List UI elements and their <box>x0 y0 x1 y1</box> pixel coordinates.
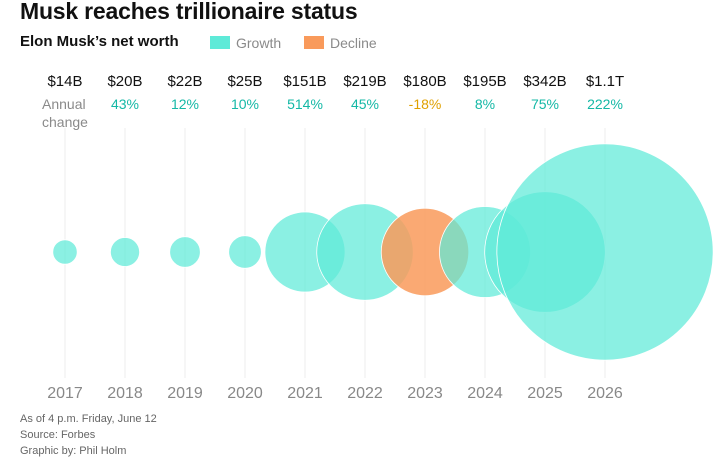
bubble-2019 <box>169 236 201 268</box>
annual-change-2023: -18% <box>409 96 442 112</box>
value-label-2023: $180B <box>403 73 446 90</box>
footer-source: Source: Forbes <box>20 429 96 441</box>
year-label-2023: 2023 <box>407 385 443 402</box>
year-label-2019: 2019 <box>167 385 203 402</box>
annual-change-2021: 514% <box>287 96 323 112</box>
year-label-2017: 2017 <box>47 385 83 402</box>
year-label-2024: 2024 <box>467 385 503 402</box>
annual-change-label-line1: Annual <box>42 96 86 112</box>
value-label-2020: $25B <box>227 73 262 90</box>
bubbles <box>52 143 714 361</box>
annual-change-2020: 10% <box>231 96 259 112</box>
value-label-2025: $342B <box>523 73 566 90</box>
bubble-2018 <box>110 237 140 267</box>
value-label-2019: $22B <box>167 73 202 90</box>
annual-change-2018: 43% <box>111 96 139 112</box>
year-label-2022: 2022 <box>347 385 383 402</box>
annual-change-2026: 222% <box>587 96 623 112</box>
value-label-2026: $1.1T <box>586 73 624 90</box>
year-label-2025: 2025 <box>527 385 563 402</box>
legend-swatch-growth <box>210 36 230 49</box>
page-title: Musk reaches trillionaire status <box>20 0 358 24</box>
year-label-2026: 2026 <box>587 385 623 402</box>
legend-item-growth: Growth <box>210 35 281 51</box>
value-label-2018: $20B <box>107 73 142 90</box>
bubble-2026 <box>496 143 714 361</box>
year-label-2021: 2021 <box>287 385 323 402</box>
annual-change-label-line2: change <box>42 114 88 130</box>
annual-change-2024: 8% <box>475 96 495 112</box>
footer-timestamp: As of 4 p.m. Friday, June 12 <box>20 413 157 425</box>
legend-label-decline: Decline <box>330 35 377 51</box>
footer-credit: Graphic by: Phil Holm <box>20 445 127 457</box>
value-label-2021: $151B <box>283 73 326 90</box>
value-label-2017: $14B <box>47 73 82 90</box>
footer: As of 4 p.m. Friday, June 12 Source: For… <box>20 411 157 459</box>
legend-label-growth: Growth <box>236 35 282 51</box>
annual-change-2025: 75% <box>531 96 559 112</box>
labels: $14B 2017 $20B 43% 2018 $22B 12% 2019 $25B 10% 202… <box>47 73 624 402</box>
annual-change-row-label: Annual change <box>42 95 88 131</box>
bubble-2017 <box>52 239 78 265</box>
value-label-2024: $195B <box>463 73 506 90</box>
value-label-2022: $219B <box>343 73 386 90</box>
year-label-2018: 2018 <box>107 385 143 402</box>
chart-subtitle: Elon Musk’s net worth <box>20 33 179 50</box>
legend-swatch-decline <box>304 36 324 49</box>
annual-change-2022: 45% <box>351 96 379 112</box>
annual-change-2019: 12% <box>171 96 199 112</box>
legend-item-decline: Decline <box>304 35 377 51</box>
bubble-2020 <box>228 235 262 269</box>
year-label-2020: 2020 <box>227 385 263 402</box>
